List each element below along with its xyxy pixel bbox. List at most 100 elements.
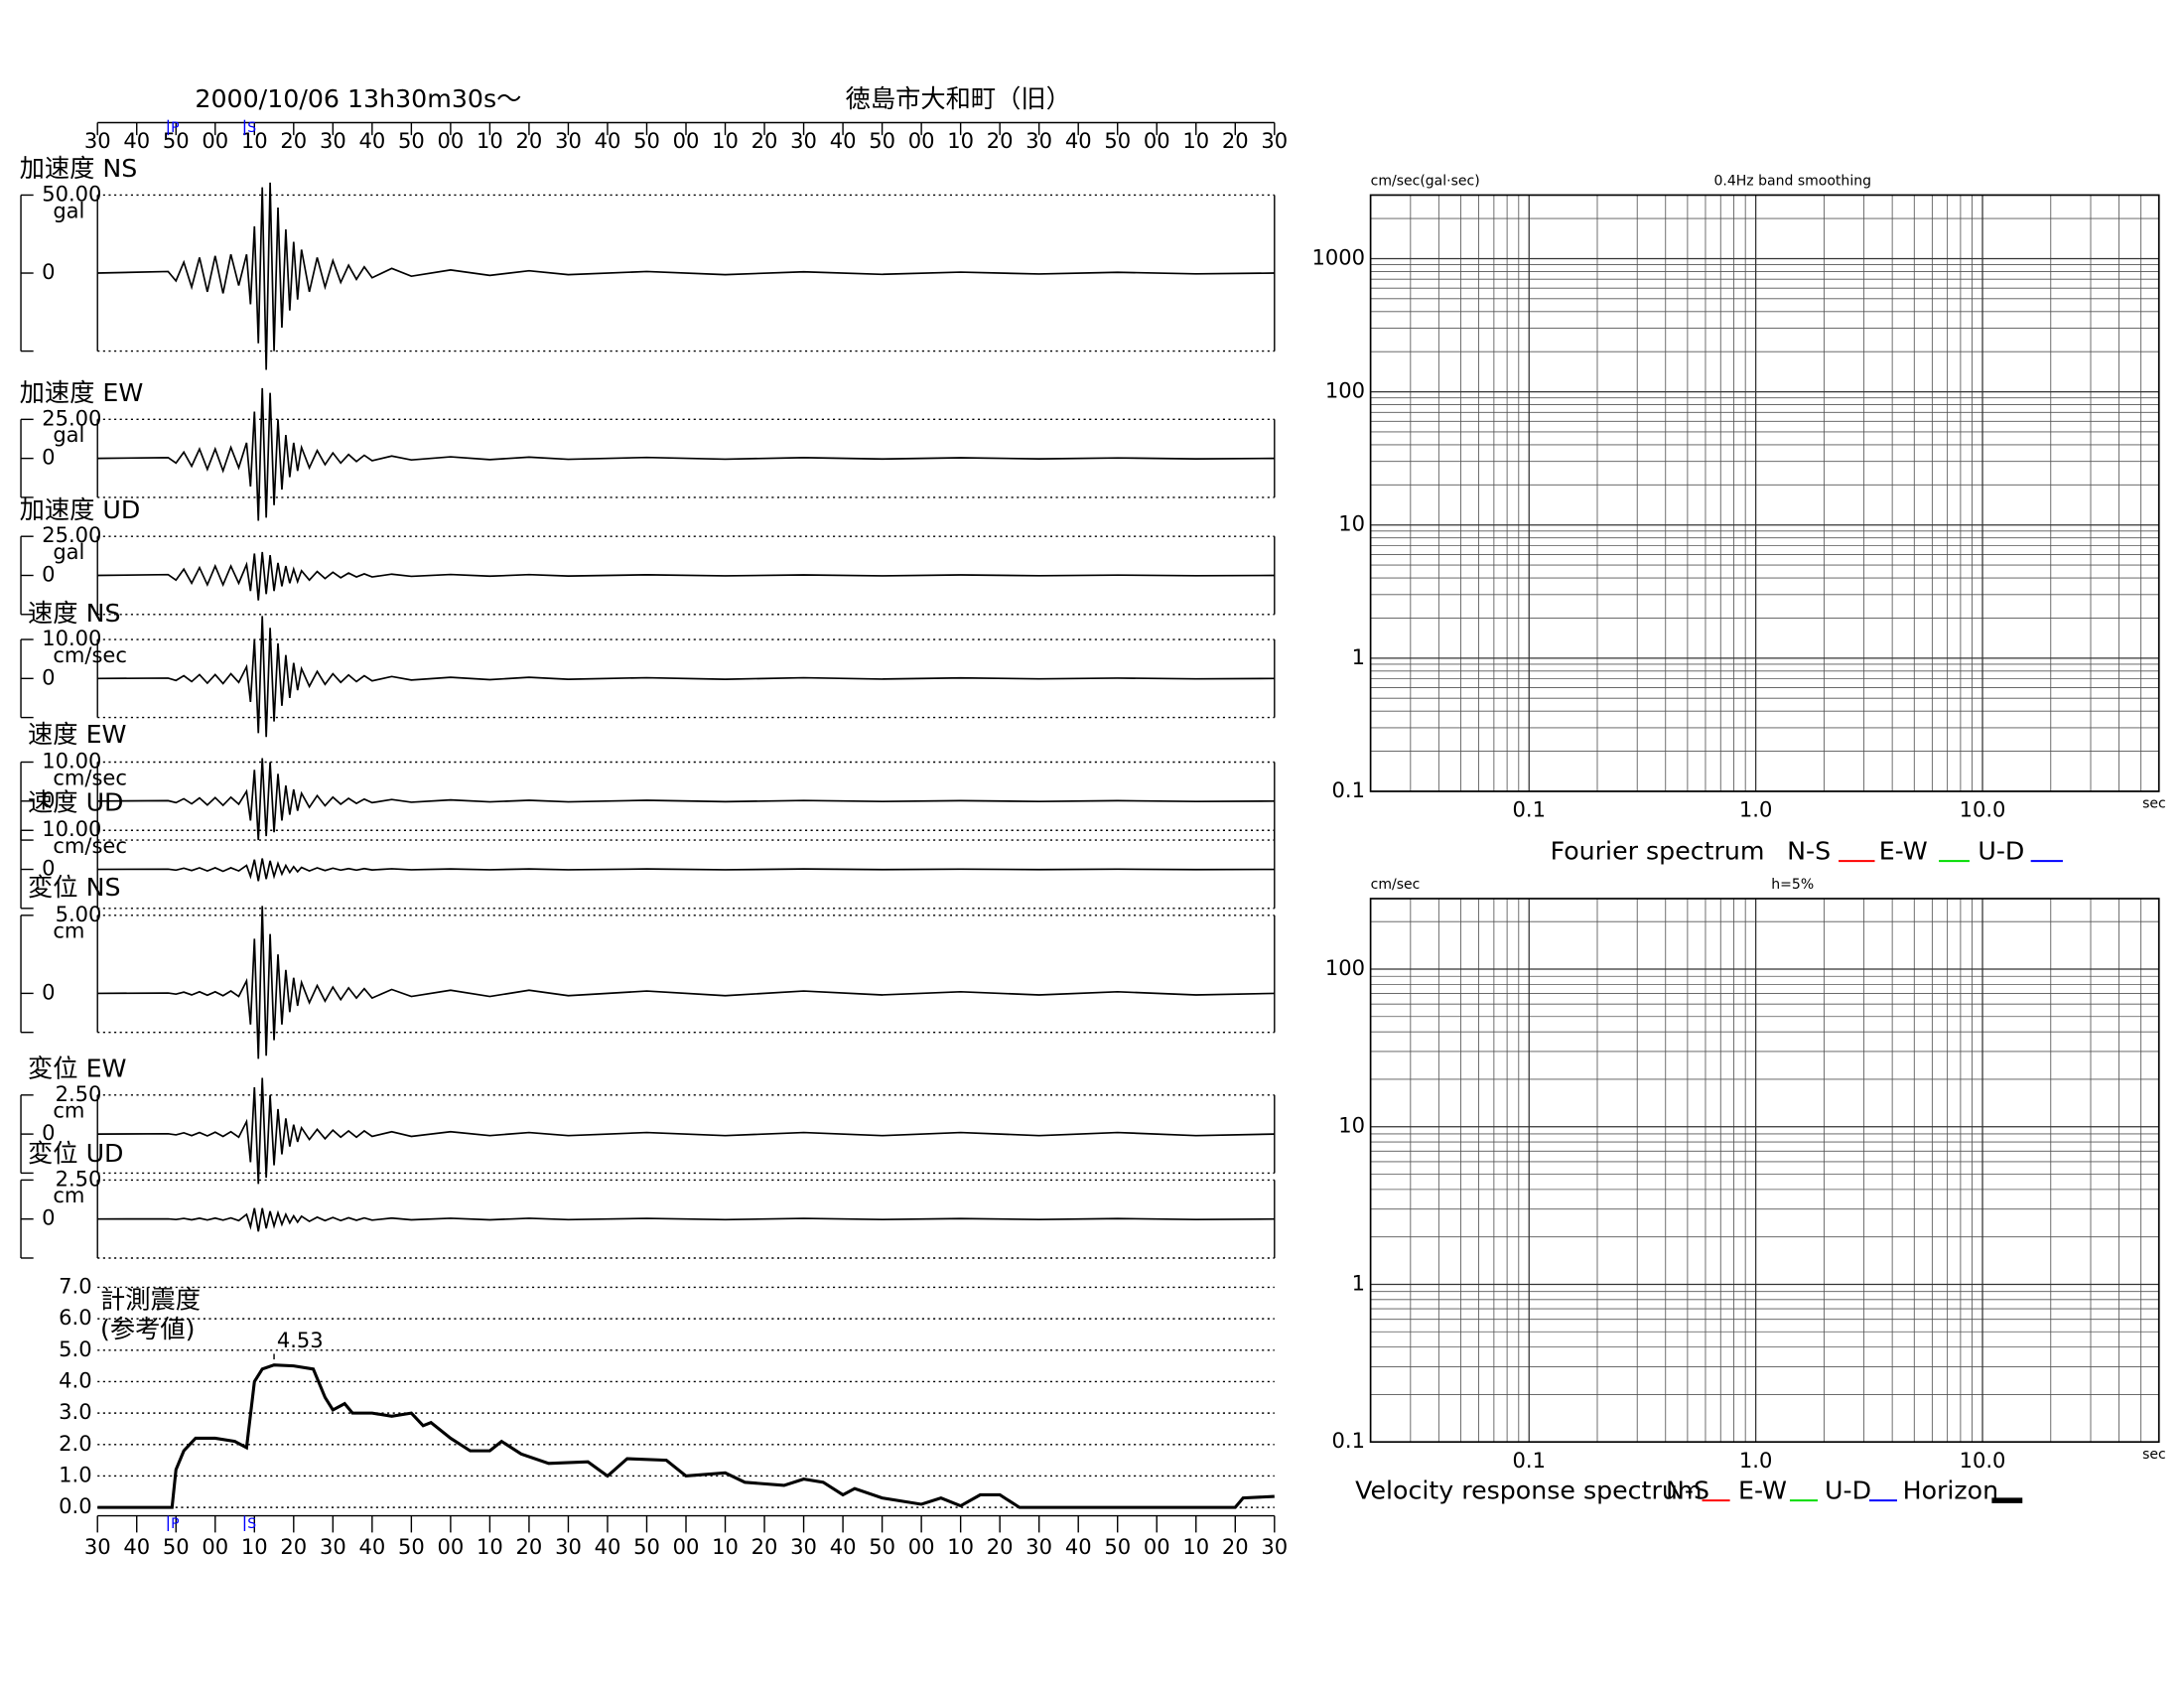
x-tick-label: 50 — [398, 128, 425, 153]
waveform — [97, 551, 1275, 601]
x-tick-label: 30 — [790, 128, 817, 153]
x-tick-label: 40 — [358, 1534, 385, 1559]
x-tick-label: 40 — [595, 1534, 621, 1559]
waveform — [97, 858, 1275, 882]
trace-label: 変位 UD — [28, 1139, 123, 1168]
x-tick-label: 20 — [1222, 128, 1249, 153]
y-tick-label: 100 — [1325, 955, 1365, 980]
y-tick-label: 2.0 — [59, 1431, 91, 1456]
chart-title: Velocity response spectrum — [1355, 1477, 1702, 1505]
scale-label: 10.00 — [42, 626, 101, 650]
x-tick-label: 20 — [1222, 1534, 1249, 1559]
x-tick-label: 10 — [241, 128, 268, 153]
zero-label: 0 — [42, 1205, 55, 1230]
unit-label: gal — [53, 198, 84, 222]
waveform — [97, 758, 1275, 841]
x-tick-label: 20 — [516, 1534, 543, 1559]
scale-label: 5.00 — [56, 902, 102, 926]
y-tick-label: 0.1 — [1332, 777, 1365, 802]
x-axis-label: sec — [2142, 796, 2166, 812]
x-tick-label: 40 — [358, 128, 385, 153]
scale-label: 25.00 — [42, 522, 101, 547]
x-tick-label: 40 — [1065, 128, 1092, 153]
waveform — [97, 1077, 1275, 1185]
zero-label: 0 — [42, 664, 55, 689]
x-tick-label: 20 — [987, 1534, 1014, 1559]
x-tick-label: 10 — [1182, 1534, 1209, 1559]
x-tick-label: 50 — [1104, 128, 1131, 153]
x-tick-label: 20 — [280, 1534, 307, 1559]
trace-label: 変位 NS — [28, 873, 120, 902]
unit-label: cm/sec — [53, 833, 127, 858]
intensity-line — [97, 1363, 1275, 1509]
trace-label: 変位 EW — [28, 1055, 126, 1083]
unit-label: cm — [53, 1183, 84, 1207]
trace-label: 速度 NS — [28, 599, 120, 628]
unit-label: cm/sec — [53, 642, 127, 667]
scale-label: 2.50 — [56, 1081, 102, 1106]
x-tick-label: 50 — [869, 1534, 895, 1559]
x-tick-label: 30 — [1025, 128, 1052, 153]
scale-label: 50.00 — [42, 181, 101, 206]
y-tick-label: 1 — [1352, 1270, 1365, 1295]
x-tick-label: 10 — [477, 128, 503, 153]
scale-label: 10.00 — [42, 749, 101, 774]
zero-label: 0 — [42, 787, 55, 812]
trace-label: 速度 EW — [28, 720, 126, 749]
zero-label: 0 — [42, 1120, 55, 1145]
x-tick-label: 40 — [1065, 1534, 1092, 1559]
y-tick-label: 10 — [1338, 511, 1365, 536]
x-tick-label: 50 — [633, 128, 660, 153]
trace-label: 速度 UD — [28, 788, 123, 817]
waveform — [97, 616, 1275, 738]
x-tick-label: 00 — [438, 128, 465, 153]
y-axis-label: cm/sec — [1371, 877, 1421, 893]
y-tick-label: 0.1 — [1332, 1428, 1365, 1453]
y-tick-label: 0.0 — [59, 1493, 91, 1518]
y-tick-label: 7.0 — [59, 1273, 91, 1298]
y-tick-label: 5.0 — [59, 1336, 91, 1361]
y-tick-label: 100 — [1325, 378, 1365, 403]
unit-label: cm/sec — [53, 765, 127, 789]
x-tick-label: 00 — [202, 1534, 228, 1559]
x-tick-label: 1.0 — [1739, 797, 1772, 822]
x-tick-label: 00 — [438, 1534, 465, 1559]
chart-subtitle: h=5% — [1771, 877, 1814, 893]
y-tick-label: 1 — [1352, 644, 1365, 669]
x-tick-label: 30 — [1261, 1534, 1288, 1559]
y-tick-label: 4.0 — [59, 1367, 91, 1392]
phase-label: P — [171, 120, 179, 136]
x-tick-label: 10 — [1182, 128, 1209, 153]
x-tick-label: 50 — [869, 128, 895, 153]
unit-label: gal — [53, 539, 84, 564]
x-axis-label: sec — [2142, 1447, 2166, 1463]
legend-label: E-W — [1879, 837, 1928, 866]
unit-label: gal — [53, 422, 84, 447]
chart-title: Fourier spectrum — [1551, 837, 1765, 866]
phase-label: P — [171, 1516, 179, 1532]
x-tick-label: 30 — [320, 1534, 346, 1559]
x-tick-label: 40 — [830, 128, 857, 153]
waveform — [97, 387, 1275, 521]
phase-label: S — [247, 120, 256, 136]
x-tick-label: 10 — [712, 128, 739, 153]
x-tick-label: 30 — [555, 128, 582, 153]
x-tick-label: 30 — [1025, 1534, 1052, 1559]
scale-label: 10.00 — [42, 816, 101, 841]
x-tick-label: 00 — [673, 128, 700, 153]
x-tick-label: 20 — [751, 128, 778, 153]
x-tick-label: 10 — [241, 1534, 268, 1559]
x-tick-label: 50 — [633, 1534, 660, 1559]
x-tick-label: 50 — [163, 128, 190, 153]
trace-label: 加速度 UD — [20, 495, 141, 524]
plot-frame — [1369, 194, 2160, 792]
x-tick-label: 10.0 — [1960, 797, 2006, 822]
x-tick-label: 40 — [595, 128, 621, 153]
x-tick-label: 20 — [280, 128, 307, 153]
chart-subtitle: 0.4Hz band smoothing — [1713, 173, 1871, 189]
x-tick-label: 50 — [398, 1534, 425, 1559]
x-tick-label: 20 — [987, 128, 1014, 153]
x-tick-label: 50 — [163, 1534, 190, 1559]
x-tick-label: 10.0 — [1960, 1448, 2006, 1473]
